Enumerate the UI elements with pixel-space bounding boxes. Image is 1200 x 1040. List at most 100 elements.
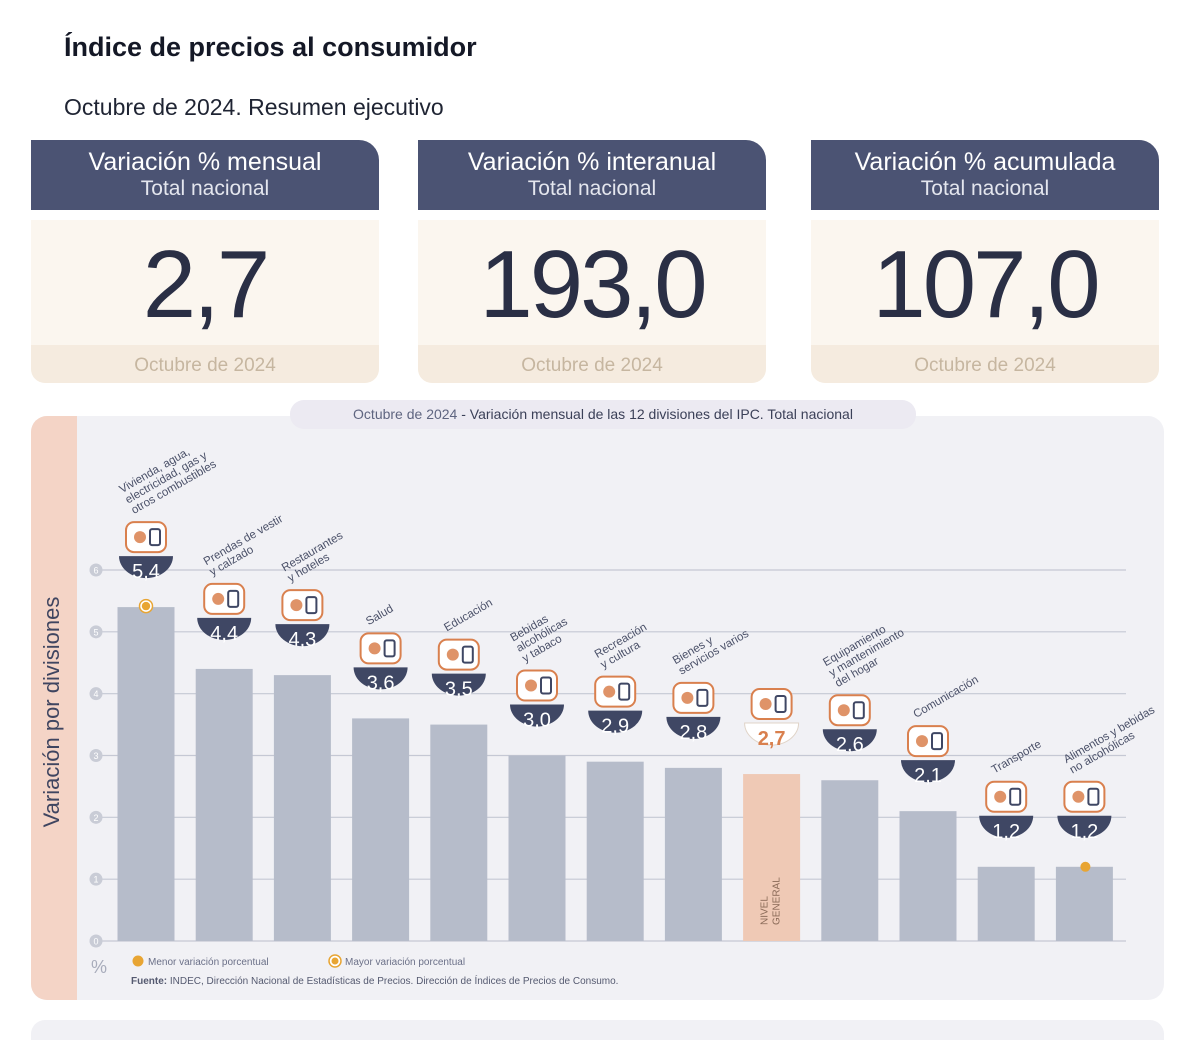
tick-dot xyxy=(89,687,103,701)
tick-dot xyxy=(89,934,103,948)
card-band xyxy=(31,345,379,383)
misc-goods-icon xyxy=(672,681,715,714)
category-label-line: Alimentos y bebidas xyxy=(1062,704,1157,766)
bar xyxy=(508,755,566,941)
card-value: 193,0 xyxy=(479,231,707,338)
restaurant-icon xyxy=(281,589,324,622)
value-badge xyxy=(1057,815,1112,838)
tick-label: 5 xyxy=(93,627,98,637)
next-section-edge xyxy=(31,1020,1164,1040)
card-title: Variación % acumulada xyxy=(854,148,1116,176)
bar xyxy=(430,724,488,941)
icon-shape xyxy=(759,698,772,711)
card-value: 107,0 xyxy=(872,231,1100,338)
bar xyxy=(821,780,879,941)
card-header: Variación % acumulada Total nacional xyxy=(811,140,1159,210)
value-badge xyxy=(666,716,721,739)
value-badge xyxy=(822,729,877,752)
household-icon xyxy=(828,694,871,727)
value-badge xyxy=(275,624,330,647)
education-icon xyxy=(437,638,480,671)
value-badge xyxy=(979,815,1034,838)
value-label: 2,9 xyxy=(601,716,629,738)
value-label: 1,2 xyxy=(1070,821,1098,843)
bar xyxy=(899,811,957,941)
category-label: Comunicación xyxy=(912,674,981,721)
card-accumulated: Variación % acumulada Total nacional 107… xyxy=(811,140,1159,383)
bar xyxy=(743,774,801,941)
icon-shape xyxy=(525,679,537,692)
bar xyxy=(977,866,1035,941)
tick-label: 1 xyxy=(93,875,98,885)
icon-shape xyxy=(461,645,474,664)
icon-shape xyxy=(931,732,943,751)
value-label: 3,0 xyxy=(523,710,551,732)
card-date: Octubre de 2024 xyxy=(521,355,663,376)
chart-title-text: Variación mensual de las 12 divisiones d… xyxy=(469,406,853,422)
house-utilities-icon xyxy=(125,521,167,554)
icon-shape xyxy=(774,695,787,714)
icon-shape xyxy=(837,704,850,717)
value-label: 4,4 xyxy=(210,623,238,645)
category-label-line: Educación xyxy=(442,597,495,634)
icon-shape xyxy=(994,790,1007,803)
icon-shape xyxy=(696,688,709,707)
card-title: Variación % interanual xyxy=(467,148,717,176)
transport-icon xyxy=(985,780,1028,813)
tick-label: 6 xyxy=(93,566,98,576)
value-badge xyxy=(197,617,252,640)
category-label: Vivienda, agua,electricidad, gas yotros … xyxy=(118,446,219,517)
bar xyxy=(273,675,331,941)
category-label: Educación xyxy=(442,597,495,634)
tick-dot xyxy=(89,872,103,886)
page-title: Índice de precios al consumidor xyxy=(64,32,477,62)
category-label-line: Comunicación xyxy=(912,674,981,721)
tick-dot xyxy=(89,563,103,577)
value-badge xyxy=(353,667,408,690)
icon-shape xyxy=(916,735,928,748)
icon-shape xyxy=(290,599,303,612)
card-monthly: Variación % mensual Total nacional 2,7 O… xyxy=(31,140,379,383)
tick-label: 2 xyxy=(93,813,98,823)
icon-shape xyxy=(149,528,161,547)
highlight-bar-label: NIVEL GENERAL xyxy=(760,877,783,925)
chart-side-band xyxy=(31,416,77,1000)
value-label: 2,7 xyxy=(758,728,786,750)
general-basket-icon xyxy=(750,688,793,721)
legend-max-label: Mayor variación porcentual xyxy=(345,957,465,968)
value-label: 2,8 xyxy=(679,722,707,744)
value-badge xyxy=(510,704,564,727)
value-label: 1,2 xyxy=(992,821,1020,843)
bar xyxy=(586,761,644,941)
card-body: 2,7 Octubre de 2024 xyxy=(31,220,379,383)
drinks-icon xyxy=(516,669,558,702)
min-marker xyxy=(1080,861,1091,872)
tick-label: 3 xyxy=(93,751,98,761)
category-label-line: Transporte xyxy=(990,738,1044,776)
icon-shape xyxy=(446,648,459,661)
card-body: 107,0 Octubre de 2024 xyxy=(811,220,1159,383)
highlight-bar-label-line: NIVEL xyxy=(760,896,771,925)
icon-shape xyxy=(540,676,552,695)
card-header: Variación % mensual Total nacional xyxy=(31,140,379,210)
icon-shape xyxy=(227,589,240,608)
value-label: 3,5 xyxy=(445,679,473,701)
tick-label: 0 xyxy=(93,937,98,947)
value-label: 5,4 xyxy=(132,561,160,583)
tick-dot xyxy=(89,625,103,639)
y-unit-label: % xyxy=(91,957,107,977)
icon-shape xyxy=(368,642,381,655)
card-yearly: Variación % interanual Total nacional 19… xyxy=(418,140,766,383)
icon-shape xyxy=(1009,787,1022,806)
category-label: Salud xyxy=(364,603,395,628)
card-subtitle: Total nacional xyxy=(140,177,270,200)
clothing-icon xyxy=(203,582,246,615)
value-label: 3,6 xyxy=(367,672,395,694)
icon-shape xyxy=(383,639,396,658)
card-value: 2,7 xyxy=(142,231,270,338)
